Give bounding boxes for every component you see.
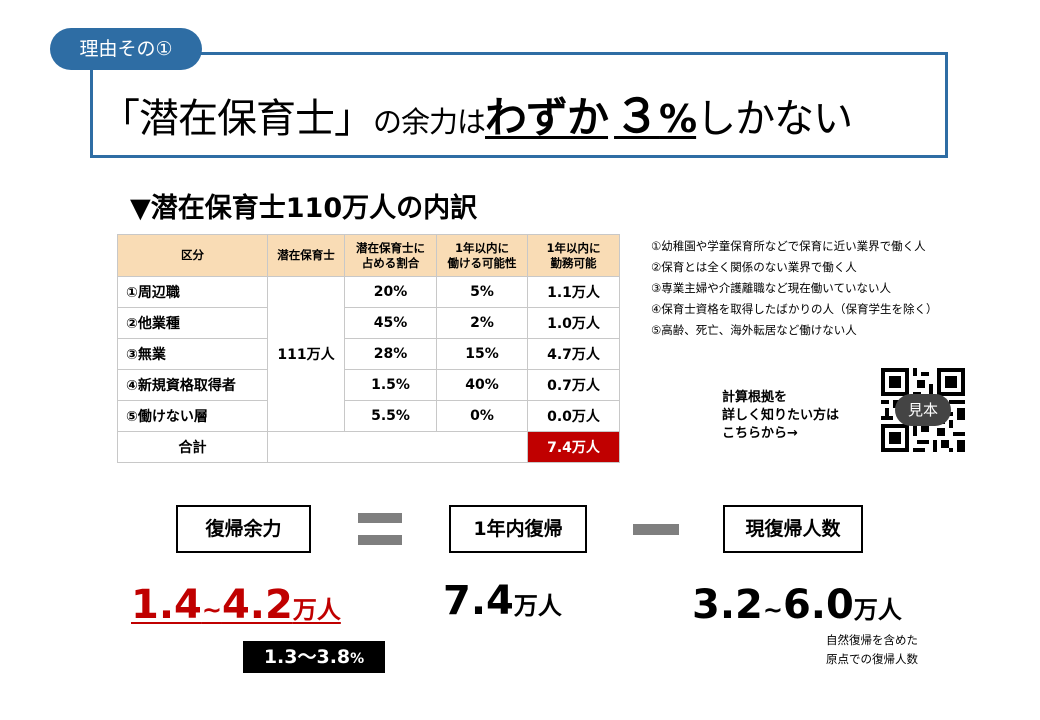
headline-emphasis: わずか ３% xyxy=(485,80,697,146)
row-label: ①周辺職 xyxy=(117,276,268,308)
share-cell: 45% xyxy=(344,307,437,339)
share-cell: 28% xyxy=(344,338,437,370)
table-row: ①周辺職 111万人 20% 5% 1.1万人 xyxy=(117,276,620,432)
table-total-row: 合計 7.4万人 xyxy=(117,431,620,463)
one-year-return-box: 1年内復帰 xyxy=(449,505,587,553)
headline-number: ３ xyxy=(614,89,660,143)
share-cell: 20% xyxy=(344,276,437,308)
table-row: ④新規資格取得者 1.5% 40% 0.7万人 xyxy=(117,369,620,401)
header-share: 潜在保育士に 占める割合 xyxy=(344,234,437,277)
header-possibility: 1年以内に 働ける可能性 xyxy=(436,234,528,277)
headline-part1: 「潜在保育士」 xyxy=(100,96,374,142)
headline-percent: % xyxy=(659,97,697,141)
share-cell: 1.5% xyxy=(344,369,437,401)
section-title: ▼潜在保育士110万人の内訳 xyxy=(130,193,478,224)
row-label: ④新規資格取得者 xyxy=(117,369,268,401)
one-year-return-value: 7.4万人 xyxy=(443,578,562,624)
header-potential: 潜在保育士 xyxy=(267,234,345,277)
headline: 「潜在保育士」 の余力は わずか ３% しかない xyxy=(100,80,853,146)
note-item: ④保育士資格を取得したばかりの人（保育学生を除く） xyxy=(651,302,938,316)
current-return-box: 現復帰人数 xyxy=(723,505,863,553)
reason-tag: 理由その① xyxy=(50,28,202,70)
current-return-value: 3.2~6.0万人 xyxy=(692,582,902,628)
possibility-cell: 0% xyxy=(436,400,528,432)
headline-part3: わずか xyxy=(485,93,609,142)
row-label: ②他業種 xyxy=(117,307,268,339)
table-row: ②他業種 45% 2% 1.0万人 xyxy=(117,307,620,339)
row-label: ⑤働けない層 xyxy=(117,400,268,432)
available-cell: 0.7万人 xyxy=(527,369,620,401)
current-return-footnote: 自然復帰を含めた 原点での復帰人数 xyxy=(826,633,918,666)
sample-badge: 見本 xyxy=(895,394,951,426)
available-cell: 1.1万人 xyxy=(527,276,620,308)
minus-icon xyxy=(633,524,679,535)
possibility-cell: 15% xyxy=(436,338,528,370)
row-label: ③無業 xyxy=(117,338,268,370)
note-item: ②保育とは全く関係のない業界で働く人 xyxy=(651,260,857,274)
headline-frame xyxy=(90,52,948,158)
possibility-cell: 5% xyxy=(436,276,528,308)
available-cell: 0.0万人 xyxy=(527,400,620,432)
table-header-row: 区分 潜在保育士 潜在保育士に 占める割合 1年以内に 働ける可能性 1年以内に 勤務… xyxy=(117,234,620,277)
note-item: ③専業主婦や介護離職など現在働いていない人 xyxy=(651,281,891,295)
headline-part2: の余力は xyxy=(373,105,486,139)
share-cell: 5.5% xyxy=(344,400,437,432)
recovery-capacity-value: 1.4~4.2万人 xyxy=(131,582,341,628)
possibility-cell: 40% xyxy=(436,369,528,401)
note-item: ①幼稚園や学童保育所などで保育に近い業界で働く人 xyxy=(651,239,926,253)
note-item: ⑤高齢、死亡、海外転居など働けない人 xyxy=(651,323,857,337)
header-available: 1年以内に 勤務可能 xyxy=(527,234,620,277)
table-row: ③無業 28% 15% 4.7万人 xyxy=(117,338,620,370)
header-category: 区分 xyxy=(117,234,268,277)
available-cell: 1.0万人 xyxy=(527,307,620,339)
total-empty-cell xyxy=(267,431,528,463)
total-label: 合計 xyxy=(117,431,268,463)
recovery-capacity-box: 復帰余力 xyxy=(176,505,311,553)
possibility-cell: 2% xyxy=(436,307,528,339)
category-notes: ①幼稚園や学童保育所などで保育に近い業界で働く人 ②保育とは全く関係のない業界で… xyxy=(651,236,938,341)
qr-caption: 計算根拠を 詳しく知りたい方は こちらから→ xyxy=(722,390,840,441)
headline-part4: しかない xyxy=(696,96,853,142)
table-row: ⑤働けない層 5.5% 0% 0.0万人 xyxy=(117,400,620,432)
recovery-percent-badge: 1.3〜3.8% xyxy=(243,641,385,673)
total-available-cell: 7.4万人 xyxy=(527,431,620,463)
equals-icon xyxy=(358,513,402,547)
total-potential-cell: 111万人 xyxy=(267,276,345,432)
breakdown-table: 区分 潜在保育士 潜在保育士に 占める割合 1年以内に 働ける可能性 1年以内に 勤務… xyxy=(117,234,620,463)
available-cell: 4.7万人 xyxy=(527,338,620,370)
